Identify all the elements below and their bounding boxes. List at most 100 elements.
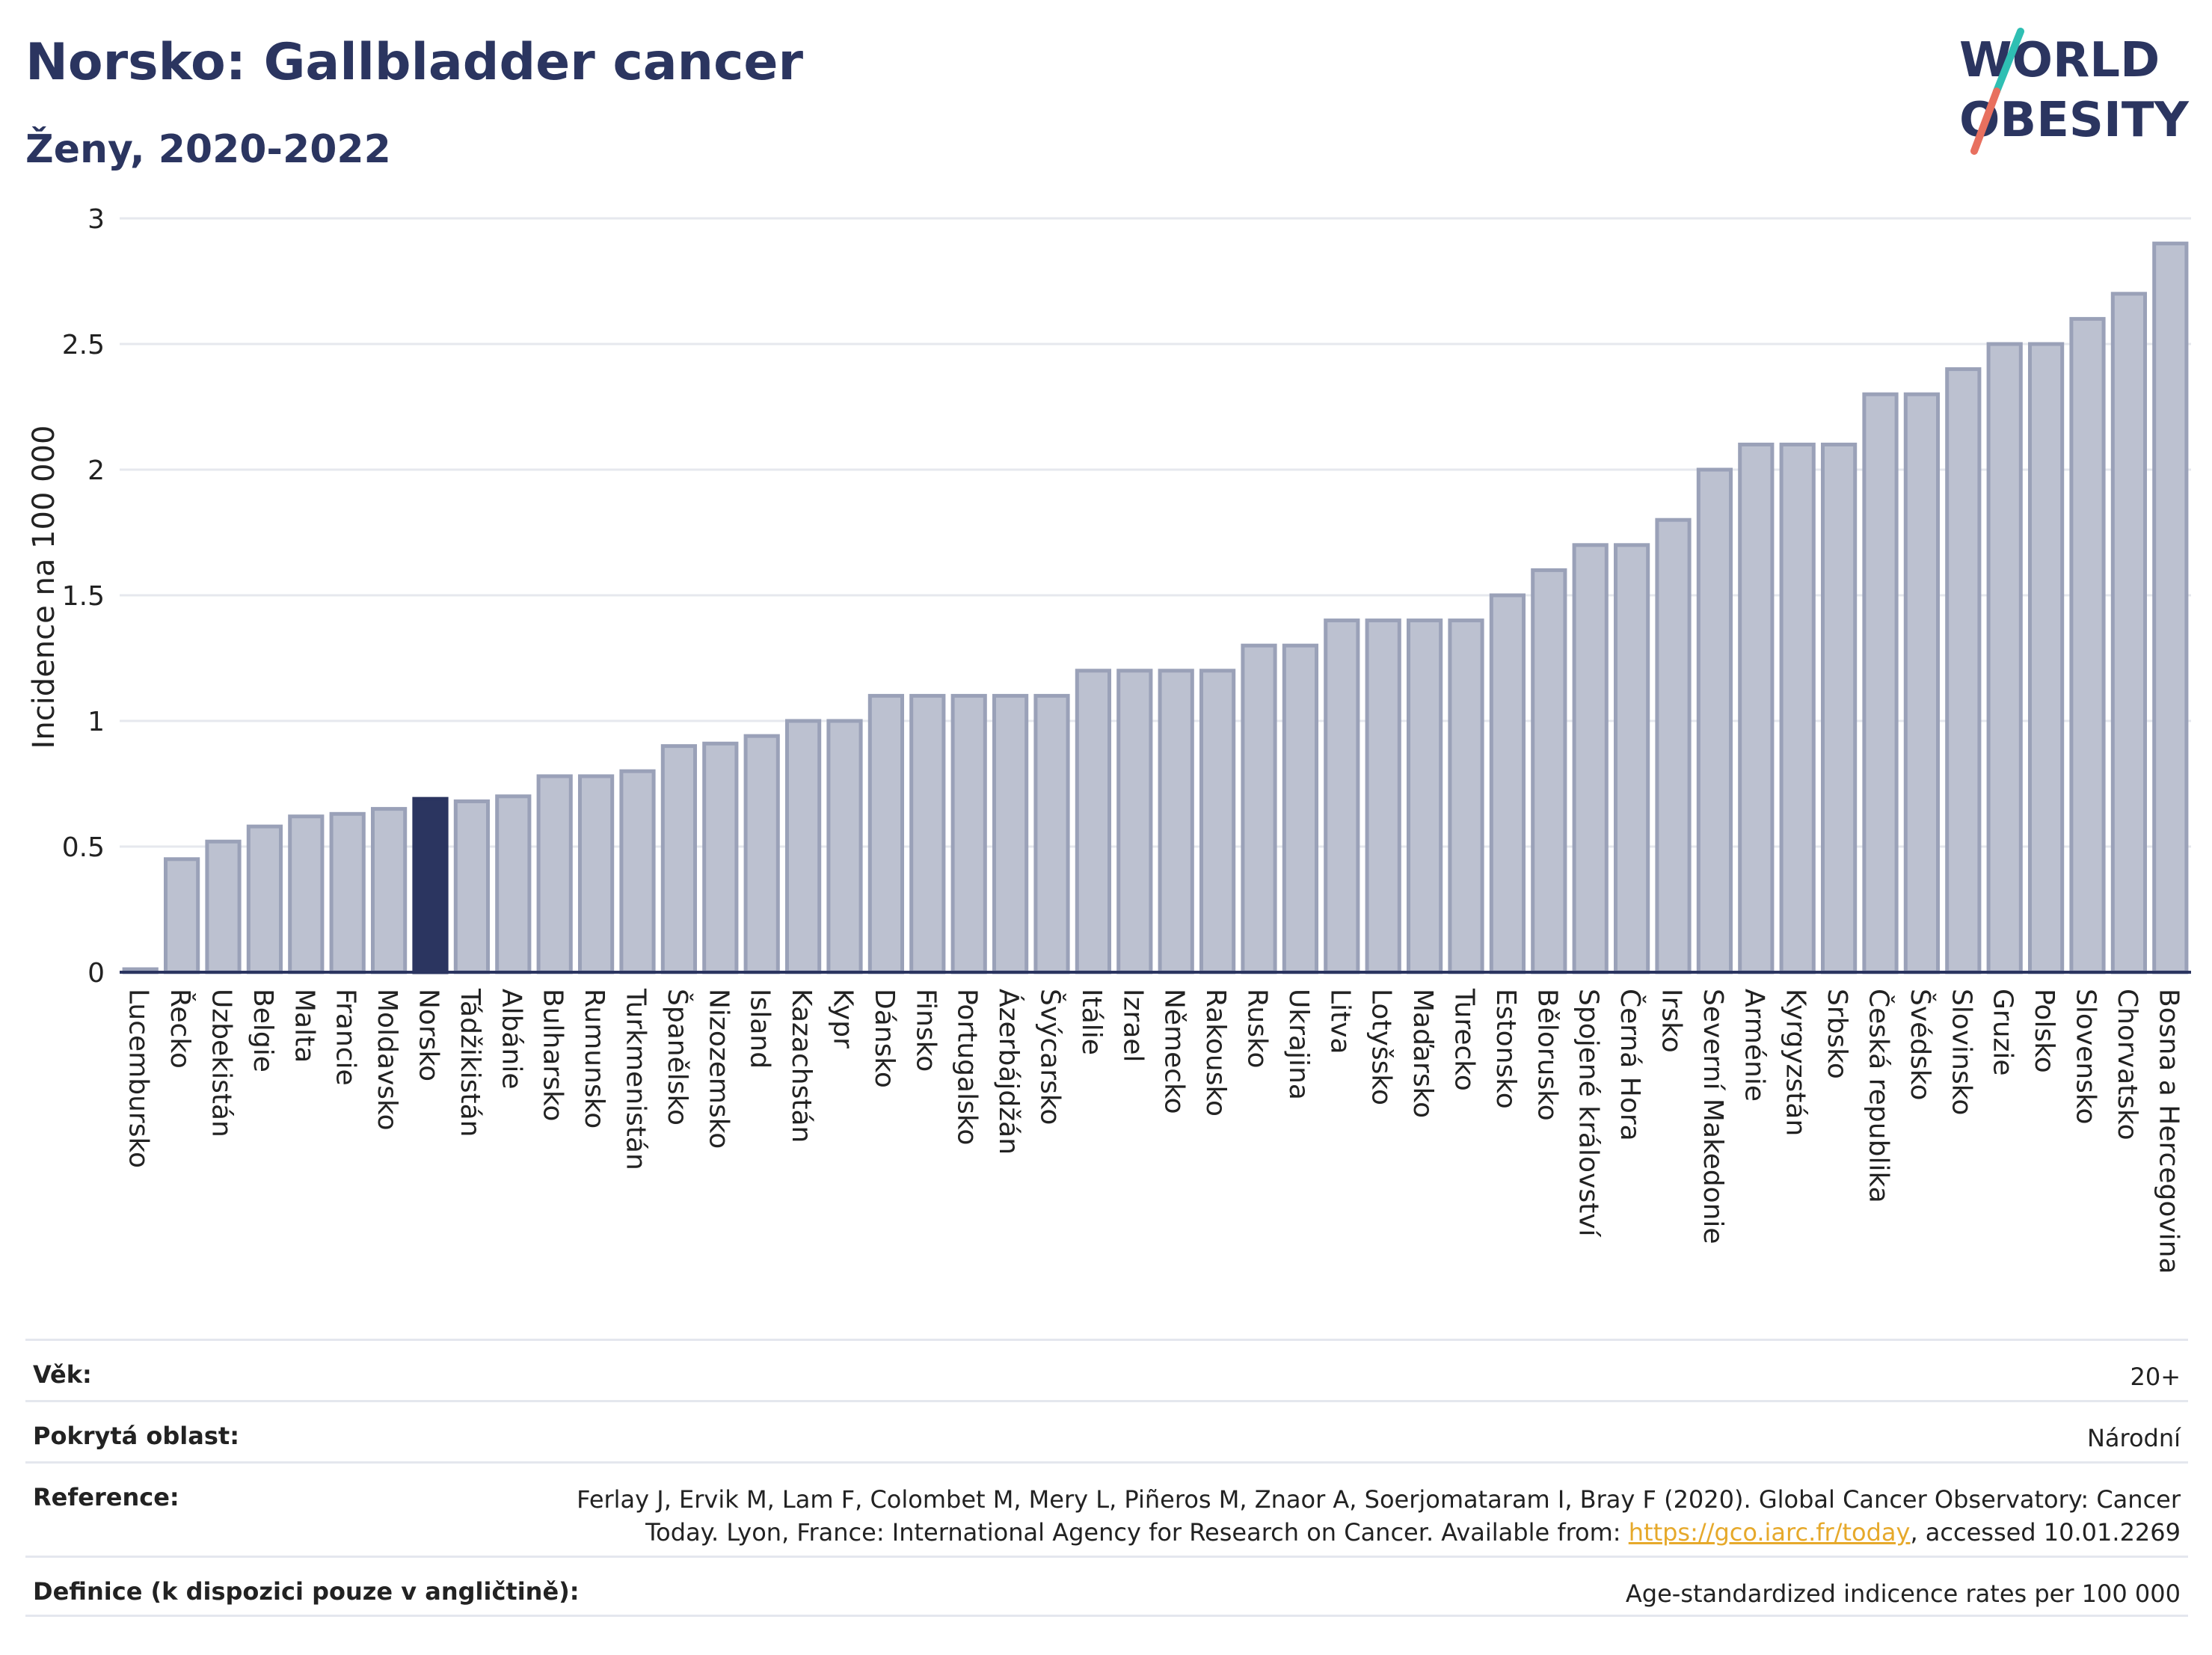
x-tick-label: Tádžikistán bbox=[455, 988, 485, 1137]
meta-row-coverage: Pokrytá oblast: Národní bbox=[25, 1400, 2188, 1461]
x-tick-label: Řecko bbox=[165, 989, 196, 1069]
logo-line1: WORLD bbox=[1959, 33, 2160, 88]
x-tick-label: Polsko bbox=[2029, 989, 2059, 1073]
bar[interactable] bbox=[1986, 342, 2023, 974]
bar[interactable] bbox=[784, 719, 822, 974]
x-tick-label: Finsko bbox=[910, 989, 941, 1072]
world-obesity-logo: WORLD OBESITY bbox=[1959, 28, 2189, 155]
x-tick-label: Slovinsko bbox=[1946, 989, 1976, 1115]
bar[interactable] bbox=[909, 693, 946, 974]
x-tick-label: Izrael bbox=[1117, 989, 1148, 1063]
logo-line2: OBESITY bbox=[1959, 93, 2189, 148]
x-tick-label: Slovensko bbox=[2071, 989, 2101, 1125]
bar[interactable] bbox=[577, 774, 615, 974]
bar[interactable] bbox=[1116, 669, 1153, 974]
x-tick-label: Turecko bbox=[1449, 988, 1480, 1091]
bar[interactable] bbox=[1820, 442, 1858, 974]
bar[interactable] bbox=[246, 824, 283, 974]
bar[interactable] bbox=[412, 796, 449, 974]
bar[interactable] bbox=[1862, 392, 1899, 974]
bar[interactable] bbox=[867, 693, 905, 974]
bar[interactable] bbox=[950, 693, 987, 974]
y-tick-label: 1.5 bbox=[62, 581, 105, 612]
bar[interactable] bbox=[619, 769, 656, 974]
bar[interactable] bbox=[1282, 643, 1319, 974]
bar[interactable] bbox=[536, 774, 573, 974]
bar[interactable] bbox=[1324, 618, 1360, 974]
bar[interactable] bbox=[1779, 442, 1816, 974]
x-tick-label: Belgie bbox=[248, 989, 278, 1072]
meta-row-age: Věk: 20+ bbox=[25, 1339, 2188, 1400]
bar[interactable] bbox=[1033, 693, 1070, 974]
bar[interactable] bbox=[1696, 467, 1733, 974]
bar[interactable] bbox=[1365, 618, 1401, 974]
bar[interactable] bbox=[1531, 568, 1567, 974]
x-tick-label: Rusko bbox=[1242, 989, 1273, 1069]
x-tick-label: Lotyšsko bbox=[1366, 989, 1397, 1105]
y-tick-label: 2 bbox=[87, 455, 105, 486]
y-tick-label: 2.5 bbox=[62, 330, 105, 360]
x-tick-label: Rumunsko bbox=[579, 989, 609, 1129]
x-tick-label: Švédsko bbox=[1905, 989, 1936, 1101]
bar[interactable] bbox=[1448, 618, 1484, 974]
x-tick-label: Uzbekistán bbox=[206, 989, 237, 1137]
x-tick-label: Turkmenistán bbox=[621, 988, 651, 1170]
x-tick-label: Kyrgyzstán bbox=[1781, 989, 1811, 1136]
bar[interactable] bbox=[743, 734, 780, 974]
meta-row-definition: Definice (k dispozici pouze v angličtině… bbox=[25, 1556, 2188, 1617]
bar[interactable] bbox=[1572, 543, 1609, 974]
bar[interactable] bbox=[702, 741, 739, 974]
x-tick-label: Island bbox=[745, 989, 775, 1069]
bar[interactable] bbox=[495, 794, 532, 974]
x-tick-label: Maďarsko bbox=[1407, 989, 1438, 1118]
x-tick-label: Estonsko bbox=[1490, 989, 1521, 1109]
x-tick-label: Rakousko bbox=[1200, 989, 1231, 1117]
x-tick-label: Ukrajina bbox=[1283, 989, 1314, 1100]
bar[interactable] bbox=[1613, 543, 1650, 974]
bar[interactable] bbox=[2027, 342, 2065, 974]
age-value: 20+ bbox=[2130, 1363, 2181, 1391]
bar[interactable] bbox=[163, 857, 200, 974]
x-tick-label: Černá Hora bbox=[1615, 989, 1646, 1141]
bar[interactable] bbox=[992, 693, 1029, 974]
x-tick-label: Itálie bbox=[1076, 989, 1107, 1055]
bar[interactable] bbox=[1075, 669, 1112, 974]
reference-link[interactable]: https://gco.iarc.fr/today bbox=[1628, 1518, 1911, 1547]
x-tick-label: Ázerbájdžán bbox=[993, 989, 1024, 1155]
bar[interactable] bbox=[1489, 593, 1526, 974]
bar[interactable] bbox=[826, 719, 863, 974]
x-tick-label: Srbsko bbox=[1822, 989, 1852, 1079]
bar[interactable] bbox=[1738, 442, 1775, 974]
bar[interactable] bbox=[329, 811, 366, 974]
bar[interactable] bbox=[660, 744, 698, 974]
x-tick-label: Nizozemsko bbox=[703, 989, 734, 1149]
bar[interactable] bbox=[1655, 518, 1692, 974]
y-tick-label: 3 bbox=[87, 204, 105, 235]
bar[interactable] bbox=[2110, 292, 2148, 974]
x-tick-label: Kypr bbox=[828, 989, 858, 1048]
y-tick-label: 0 bbox=[87, 958, 105, 989]
x-tick-label: Litva bbox=[1324, 989, 1355, 1054]
bar[interactable] bbox=[1199, 669, 1236, 974]
bar[interactable] bbox=[1158, 669, 1194, 974]
bar[interactable] bbox=[453, 799, 491, 974]
x-tick-label: Severní Makedonie bbox=[1698, 989, 1728, 1244]
x-tick-label: Bosna a Hercegovina bbox=[2153, 989, 2184, 1274]
x-tick-label: Dánsko bbox=[869, 989, 900, 1088]
x-tick-label: Lucembursko bbox=[123, 989, 154, 1168]
x-tick-label: Irsko bbox=[1656, 989, 1687, 1053]
x-tick-label: Spojené království bbox=[1573, 989, 1604, 1238]
bar[interactable] bbox=[1945, 367, 1982, 974]
bar[interactable] bbox=[288, 814, 325, 974]
bar[interactable] bbox=[205, 839, 242, 974]
bar[interactable] bbox=[1241, 643, 1277, 974]
x-tick-label: Bulharsko bbox=[538, 989, 568, 1122]
reference-label: Reference: bbox=[33, 1483, 179, 1511]
bar[interactable] bbox=[2152, 242, 2189, 974]
bar[interactable] bbox=[1406, 618, 1443, 974]
x-tick-label: Česká republika bbox=[1864, 989, 1895, 1203]
bar[interactable] bbox=[370, 807, 408, 974]
bar[interactable] bbox=[1903, 392, 1941, 974]
x-tick-label: Švýcarsko bbox=[1035, 989, 1066, 1125]
bar[interactable] bbox=[2069, 316, 2106, 974]
